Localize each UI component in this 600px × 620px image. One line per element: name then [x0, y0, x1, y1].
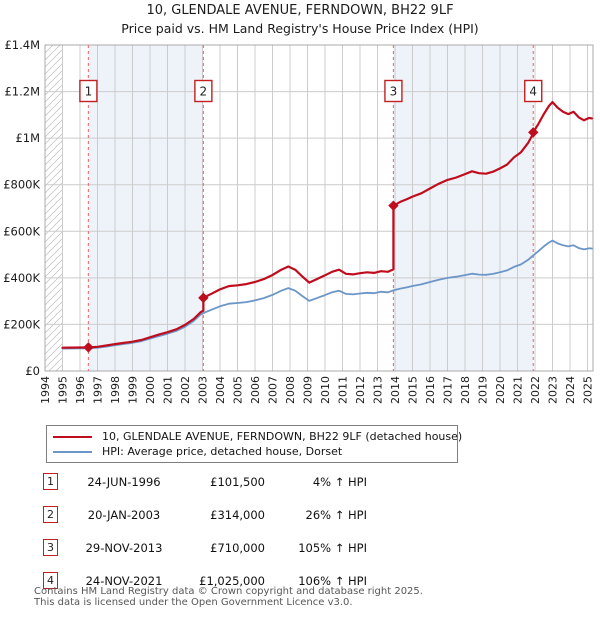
table-row: 1 24-JUN-1996 £101,500 4% ↑ HPI [43, 465, 367, 498]
sale-marker-box-3 [384, 79, 403, 103]
y-tick-label: £1.2M [4, 85, 40, 99]
sale-point-4 [528, 127, 539, 138]
x-tick-label: 2001 [162, 376, 175, 404]
y-tick-label: £0 [25, 364, 40, 378]
x-tick-label: 1996 [74, 376, 87, 404]
legend-row-hpi: HPI: Average price, detached house, Dors… [53, 444, 457, 459]
x-tick-label: 2020 [494, 376, 507, 404]
page-subtitle: Price paid vs. HM Land Registry's House … [121, 21, 479, 36]
x-tick-label: 2013 [372, 376, 385, 404]
table-row: 2 20-JAN-2003 £314,000 26% ↑ HPI [43, 498, 367, 531]
table-row: 3 29-NOV-2013 £710,000 105% ↑ HPI [43, 531, 367, 564]
sales-table: 1 24-JUN-1996 £101,500 4% ↑ HPI 2 20-JAN… [43, 465, 367, 597]
license-footer: Contains HM Land Registry data © Crown c… [34, 586, 423, 608]
x-tick-label: 2014 [389, 376, 402, 404]
sale-number-badge: 3 [43, 539, 58, 556]
sale-marker-box-2 [194, 79, 213, 103]
hpi-shaded-band [393, 45, 534, 371]
sale-point-1 [83, 342, 94, 353]
x-tick-label: 2005 [232, 376, 245, 404]
sale-price: £101,500 [210, 474, 265, 489]
x-tick-label: 2016 [424, 376, 437, 404]
sale-marker-number-2: 2 [200, 85, 208, 99]
x-tick-label: 2023 [547, 376, 560, 404]
x-tick-label: 2015 [407, 376, 420, 404]
footer-line-1: Contains HM Land Registry data © Crown c… [34, 586, 423, 597]
sale-marker-number-4: 4 [529, 85, 537, 99]
sale-price: £1,025,000 [199, 573, 265, 588]
y-tick-label: £600K [3, 224, 40, 238]
legend-label-hpi: HPI: Average price, detached house, Dors… [102, 445, 343, 458]
sale-marker-number-3: 3 [390, 85, 398, 99]
no-data-hatch [45, 45, 63, 371]
sale-hpi-diff: 4% ↑ HPI [312, 474, 367, 489]
x-tick-label: 2003 [197, 376, 210, 404]
x-tick-label: 2012 [354, 376, 367, 404]
x-tick-label: 2000 [144, 376, 157, 404]
x-tick-label: 1997 [92, 376, 105, 404]
hpi-shaded-band [88, 45, 204, 371]
plot-border [44, 44, 594, 372]
y-tick-label: £800K [3, 178, 40, 192]
sale-number-badge: 4 [43, 572, 58, 589]
x-tick-label: 2004 [214, 376, 227, 404]
sale-point-3 [388, 200, 399, 211]
y-tick-label: £400K [3, 271, 40, 285]
sale-number-badge: 1 [43, 473, 58, 490]
x-tick-label: 1994 [39, 376, 52, 404]
x-tick-label: 2025 [582, 376, 595, 404]
sale-hpi-diff: 106% ↑ HPI [298, 573, 367, 588]
table-row: 4 24-NOV-2021 £1,025,000 106% ↑ HPI [43, 564, 367, 597]
hpi-line [61, 239, 593, 350]
price-line-swatch [53, 435, 92, 438]
sale-marker-box-4 [524, 79, 543, 103]
sale-price: £710,000 [210, 540, 265, 555]
legend-label-price: 10, GLENDALE AVENUE, FERNDOWN, BH22 9LF … [102, 430, 463, 443]
page-title: 10, GLENDALE AVENUE, FERNDOWN, BH22 9LF [146, 3, 454, 18]
sale-marker-number-1: 1 [85, 85, 93, 99]
x-tick-label: 1999 [127, 376, 140, 404]
x-tick-label: 2022 [529, 376, 542, 404]
y-tick-label: £1.4M [4, 38, 40, 52]
y-tick-label: £200K [3, 317, 40, 331]
sale-hpi-diff: 26% ↑ HPI [305, 507, 367, 522]
y-tick-label: £1M [15, 131, 40, 145]
sale-date: 24-JUN-1996 [87, 474, 161, 489]
sale-date: 20-JAN-2003 [87, 507, 161, 522]
x-tick-label: 1995 [57, 376, 70, 404]
x-tick-label: 2011 [337, 376, 350, 404]
x-tick-label: 2024 [564, 376, 577, 404]
x-tick-label: 2019 [477, 376, 490, 404]
price-chart-svg: 1 2 3 4 £0 £200K £400K £600K £800K £1M £1.2M £1.4M 1… [3, 38, 595, 404]
x-tick-label: 2007 [267, 376, 280, 404]
legend-row-price: 10, GLENDALE AVENUE, FERNDOWN, BH22 9LF … [53, 429, 462, 444]
x-tick-label: 2017 [442, 376, 455, 404]
x-tick-label: 2008 [284, 376, 297, 404]
x-tick-label: 2018 [459, 376, 472, 404]
x-tick-label: 2010 [319, 376, 332, 404]
sale-number-badge: 2 [43, 506, 58, 523]
sale-point-2 [198, 292, 209, 304]
sale-date: 29-NOV-2013 [85, 540, 163, 555]
hpi-line-swatch [53, 450, 92, 453]
sale-price: £314,000 [210, 507, 265, 522]
sale-date: 24-NOV-2021 [85, 573, 163, 588]
sale-hpi-diff: 105% ↑ HPI [298, 540, 367, 555]
x-tick-label: 2021 [512, 376, 525, 404]
sale-marker-box-1 [79, 79, 98, 103]
x-tick-label: 2006 [249, 376, 262, 404]
chart-legend: 10, GLENDALE AVENUE, FERNDOWN, BH22 9LF … [46, 425, 462, 463]
x-tick-label: 2009 [302, 376, 315, 404]
x-tick-label: 2002 [179, 376, 192, 404]
footer-line-2: This data is licensed under the Open Gov… [34, 596, 353, 608]
x-tick-label: 1998 [109, 376, 122, 404]
